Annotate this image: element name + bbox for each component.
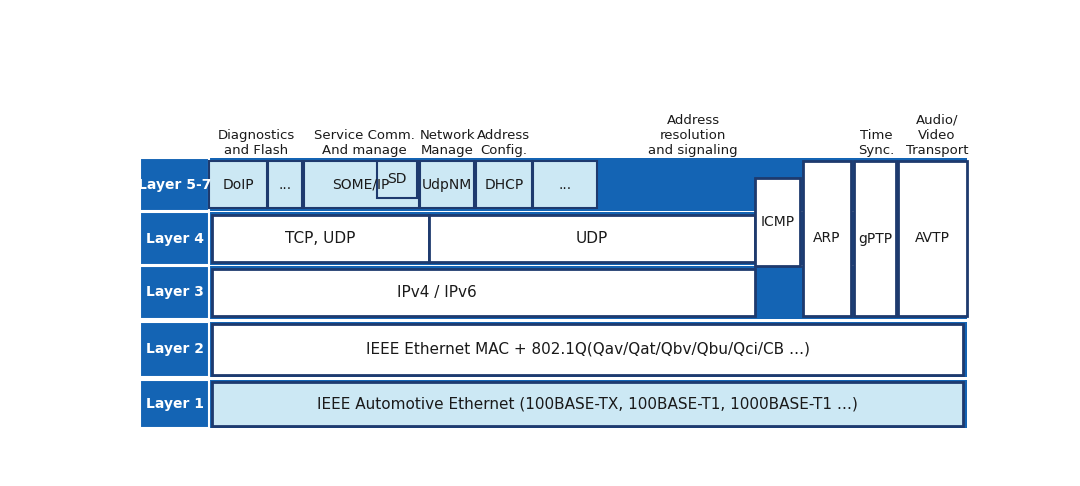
Text: IEEE Automotive Ethernet (100BASE-TX, 100BASE-T1, 1000BASE-T1 …): IEEE Automotive Ethernet (100BASE-TX, 10… bbox=[318, 397, 858, 412]
Bar bbox=[140, 322, 967, 377]
Text: Time
Sync.: Time Sync. bbox=[859, 129, 895, 157]
Bar bbox=[476, 161, 531, 208]
Text: ...: ... bbox=[558, 177, 571, 191]
Text: Layer 4: Layer 4 bbox=[146, 231, 203, 245]
Text: Layer 5-7: Layer 5-7 bbox=[138, 177, 212, 191]
Bar bbox=[212, 215, 429, 262]
Text: SOME/IP: SOME/IP bbox=[333, 177, 390, 191]
Text: Address
resolution
and signaling: Address resolution and signaling bbox=[648, 114, 738, 157]
Bar bbox=[140, 266, 208, 319]
Text: IEEE Ethernet MAC + 802.1Q(Qav/Qat/Qbv/Qbu/Qci/CB …): IEEE Ethernet MAC + 802.1Q(Qav/Qat/Qbv/Q… bbox=[366, 342, 810, 357]
Bar bbox=[212, 382, 963, 426]
Text: Audio/
Video
Transport: Audio/ Video Transport bbox=[906, 114, 969, 157]
Bar bbox=[420, 161, 474, 208]
Bar bbox=[303, 161, 419, 208]
Bar bbox=[804, 161, 851, 316]
Bar bbox=[854, 161, 896, 316]
Text: IPv4 / IPv6: IPv4 / IPv6 bbox=[397, 285, 476, 300]
Bar bbox=[140, 212, 208, 265]
Text: UDP: UDP bbox=[576, 231, 608, 246]
Text: Network
Manage: Network Manage bbox=[419, 129, 475, 157]
Bar bbox=[268, 161, 302, 208]
Text: DHCP: DHCP bbox=[484, 177, 524, 191]
Bar bbox=[377, 161, 417, 198]
Bar bbox=[140, 380, 208, 428]
Bar bbox=[140, 158, 967, 211]
Text: SD: SD bbox=[388, 172, 407, 186]
Text: Diagnostics
and Flash: Diagnostics and Flash bbox=[217, 129, 295, 157]
Bar bbox=[140, 212, 967, 265]
Bar bbox=[534, 161, 597, 208]
Text: Layer 1: Layer 1 bbox=[146, 397, 203, 411]
Text: UdpNM: UdpNM bbox=[422, 177, 472, 191]
Bar bbox=[899, 161, 967, 316]
Text: ...: ... bbox=[279, 177, 292, 191]
Text: TCP, UDP: TCP, UDP bbox=[285, 231, 355, 246]
Bar bbox=[140, 380, 967, 428]
Text: ARP: ARP bbox=[813, 231, 841, 245]
Bar bbox=[212, 324, 963, 375]
Bar bbox=[212, 269, 755, 316]
Text: Service Comm.
And manage: Service Comm. And manage bbox=[314, 129, 415, 157]
Bar bbox=[140, 322, 208, 377]
Text: ICMP: ICMP bbox=[760, 215, 795, 229]
Text: Layer 2: Layer 2 bbox=[146, 342, 203, 356]
Bar bbox=[755, 178, 800, 266]
Bar bbox=[429, 215, 755, 262]
Bar bbox=[140, 266, 967, 319]
Text: AVTP: AVTP bbox=[915, 231, 950, 245]
Text: gPTP: gPTP bbox=[859, 231, 892, 245]
Text: Address
Config.: Address Config. bbox=[477, 129, 530, 157]
Text: DoIP: DoIP bbox=[222, 177, 254, 191]
Bar bbox=[210, 161, 267, 208]
Text: Layer 3: Layer 3 bbox=[146, 285, 203, 299]
Bar bbox=[140, 158, 208, 211]
